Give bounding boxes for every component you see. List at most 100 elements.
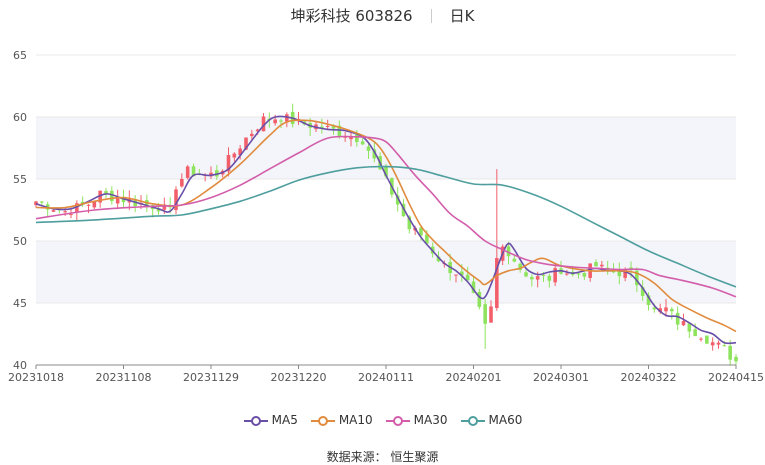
x-tick-label: 20240301	[533, 371, 589, 384]
candle-body	[110, 190, 114, 202]
legend-item-ma10[interactable]: MA10	[310, 413, 373, 427]
candle-body	[705, 335, 709, 344]
x-tick-label: 20240201	[446, 371, 502, 384]
candle-body	[460, 271, 464, 276]
candle-body	[565, 273, 569, 275]
x-tick-label: 20240415	[708, 371, 764, 384]
candle-body	[640, 287, 645, 296]
x-tick-label: 20231220	[271, 371, 327, 384]
candle-body	[279, 120, 283, 122]
candle-body	[331, 125, 336, 129]
ma10-line	[35, 119, 737, 333]
candle-body	[465, 274, 470, 281]
candle-body	[355, 134, 359, 143]
candle-body	[594, 262, 598, 267]
candle-body	[337, 125, 342, 136]
chart-title: 坤彩科技 603826 日K	[0, 5, 765, 26]
legend: MA5 MA10 MA30 MA60	[0, 413, 765, 427]
candle-body	[506, 246, 511, 257]
candle-body	[670, 308, 674, 312]
candle-body	[104, 191, 108, 194]
candle-body	[349, 136, 353, 140]
candle-body	[722, 345, 727, 347]
candle-body	[343, 136, 347, 138]
candle-body	[687, 323, 692, 332]
candle-body	[681, 321, 686, 326]
candle-body	[121, 197, 126, 203]
candle-body	[360, 141, 365, 145]
kline-chart: 40 45 50 55 60 65 20231018 20231108 20231129 2023…	[8, 49, 764, 384]
legend-label: MA10	[338, 413, 373, 427]
legend-label: MA30	[413, 413, 448, 427]
candle-body	[273, 119, 277, 124]
legend-symbol	[460, 416, 485, 426]
candle-body	[518, 263, 522, 270]
candle-body	[407, 216, 412, 230]
candle-body	[425, 234, 429, 244]
candle-body	[699, 338, 703, 340]
candle-body	[617, 269, 622, 277]
candle-body	[471, 281, 476, 293]
grid-lines	[36, 54, 736, 366]
candle-body	[535, 276, 540, 280]
candle-body	[325, 125, 330, 127]
candle-body	[92, 201, 97, 208]
candle-body	[261, 116, 266, 132]
legend-item-ma5[interactable]: MA5	[243, 413, 298, 427]
ma5-line	[35, 115, 737, 345]
candle-body	[635, 270, 639, 286]
candle-body	[180, 179, 184, 187]
y-tick-label: 40	[13, 359, 27, 372]
candle-body	[436, 256, 441, 262]
candle-body	[226, 154, 231, 172]
candle-body	[582, 272, 587, 277]
candle-body	[495, 258, 499, 309]
ma60-line	[35, 165, 737, 288]
legend-symbol	[243, 416, 268, 426]
x-tick-label: 20240111	[358, 371, 414, 384]
moving-average-lines	[35, 115, 737, 345]
candle-body	[646, 295, 651, 305]
y-tick-label: 65	[13, 49, 27, 62]
candle-body	[63, 211, 67, 213]
candle-body	[576, 273, 581, 275]
candle-body	[623, 269, 627, 278]
candle-body	[86, 204, 91, 206]
y-tick-label: 45	[13, 297, 27, 310]
candle-body	[285, 114, 289, 122]
candle-body	[320, 126, 324, 129]
candle-body	[664, 307, 668, 312]
candle-body	[34, 201, 38, 206]
candle-body	[232, 153, 237, 158]
legend-item-ma30[interactable]: MA30	[385, 413, 448, 427]
candle-body	[250, 133, 254, 137]
candle-body	[652, 307, 657, 310]
candle-body	[384, 166, 388, 177]
candle-body	[512, 258, 517, 262]
candle-body	[115, 197, 120, 204]
candle-body	[395, 195, 400, 205]
candle-body	[483, 304, 487, 324]
y-tick-label: 55	[13, 173, 27, 186]
legend-label: MA5	[271, 413, 298, 427]
x-tick-label: 20231018	[8, 371, 64, 384]
candle-body	[658, 308, 662, 312]
x-tick-label: 20231108	[96, 371, 152, 384]
candle-body	[716, 342, 721, 345]
candle-body	[524, 272, 528, 277]
candle-body	[255, 129, 260, 132]
data-source: 数据来源： 恒生聚源	[326, 450, 439, 464]
candle-body	[185, 166, 190, 178]
candle-body	[710, 342, 715, 346]
candle-body	[69, 214, 73, 216]
candle-body	[191, 166, 196, 177]
candle-body	[419, 227, 423, 236]
candle-body	[728, 345, 732, 360]
candle-body	[174, 189, 178, 211]
x-tick-label: 20240322	[621, 371, 677, 384]
axes: 40 45 50 55 60 65 20231018 20231108 20231129 2023…	[8, 49, 764, 384]
y-tick-label: 60	[13, 111, 27, 124]
candle-body	[541, 275, 546, 277]
legend-item-ma60[interactable]: MA60	[460, 413, 522, 427]
candle-body	[675, 312, 680, 325]
